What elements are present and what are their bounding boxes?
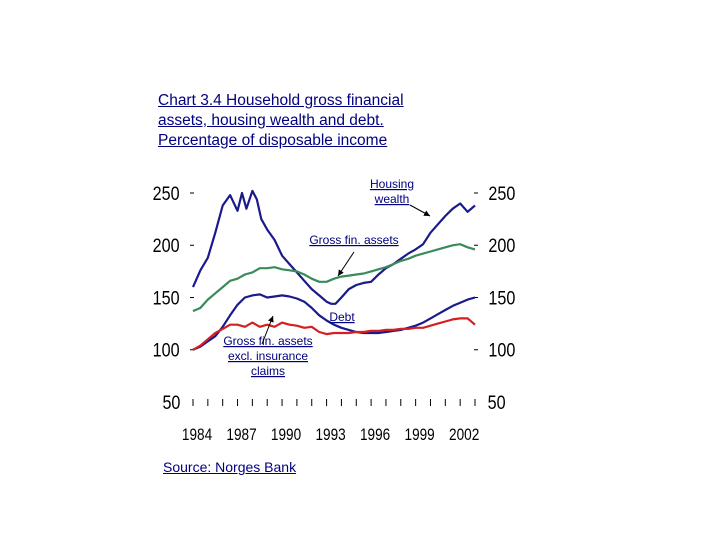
x-tick-label: 1999 — [405, 426, 435, 445]
chart-title: Chart 3.4 Household gross financial asse… — [158, 91, 478, 151]
annotation-label: Gross fin. assets — [223, 334, 312, 348]
annotation-label: excl. insurance — [228, 349, 308, 363]
x-tick-label: 1984 — [182, 426, 213, 445]
x-tick-label: 2002 — [449, 426, 479, 445]
x-tick-label: 1996 — [360, 426, 390, 445]
annotation-label: wealth — [374, 192, 410, 206]
annotation-arrow — [261, 315, 274, 345]
chart-title-line: Percentage of disposable income — [158, 132, 388, 149]
annotation-arrow — [409, 204, 431, 217]
annotation-label: claims — [251, 364, 285, 378]
y-tick-label-left: 100 — [153, 340, 180, 362]
annotation-arrow — [337, 251, 355, 277]
x-tick-label: 1993 — [315, 426, 345, 445]
x-tick-label: 1990 — [271, 426, 301, 445]
y-tick-label-left: 50 — [162, 392, 180, 414]
gross-fin-assets-excl-line — [192, 317, 476, 351]
gross-fin-assets-line — [192, 243, 476, 313]
y-tick-label-right: 150 — [488, 287, 515, 309]
y-tick-label-left: 150 — [153, 287, 180, 309]
y-tick-label-right: 50 — [488, 392, 506, 414]
chart-title-line: assets, housing wealth and debt. — [158, 112, 384, 129]
debt-line — [192, 293, 476, 351]
y-tick-label-right: 100 — [488, 340, 515, 362]
y-tick-label-left: 200 — [153, 235, 180, 257]
y-tick-label-right: 250 — [488, 183, 515, 205]
annotation-label: Debt — [329, 310, 355, 324]
source-note: Source: Norges Bank — [163, 459, 297, 475]
housing-wealth-line — [191, 189, 476, 305]
y-tick-label-left: 250 — [153, 183, 180, 205]
y-tick-label-right: 200 — [488, 235, 515, 257]
annotation-label: Housing — [370, 177, 414, 191]
x-tick-label: 1987 — [226, 426, 256, 445]
chart-title-line: Chart 3.4 Household gross financial — [158, 92, 404, 109]
annotation-label: Gross fin. assets — [309, 233, 398, 247]
